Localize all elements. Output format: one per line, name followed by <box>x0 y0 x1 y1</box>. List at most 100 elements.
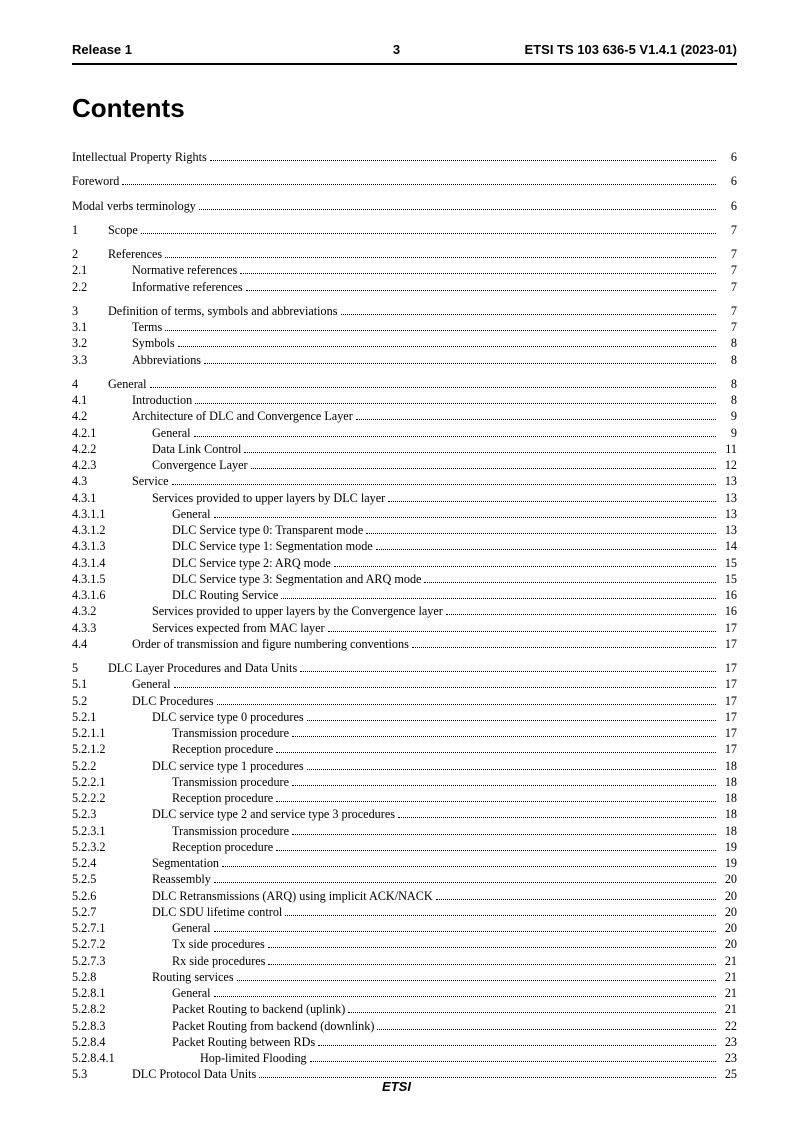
toc-leader <box>334 557 716 567</box>
toc-entry-title: DLC Retransmissions (ARQ) using implicit… <box>144 889 433 904</box>
toc-entry-page: 17 <box>719 742 737 757</box>
toc-entry-page: 16 <box>719 588 737 603</box>
toc-entry-title: Services provided to upper layers by DLC… <box>144 491 385 506</box>
toc-entry-page: 16 <box>719 604 737 619</box>
toc-entry-page: 19 <box>719 840 737 855</box>
toc-entry-number: 3.1 <box>72 320 132 335</box>
toc-entry: 4.3.3Services expected from MAC layer17 <box>72 621 737 636</box>
toc-entry: 3.1Terms7 <box>72 320 737 335</box>
toc-leader <box>165 248 716 258</box>
toc-leader <box>307 760 716 770</box>
toc-leader <box>268 939 716 949</box>
toc-entry-number: 5.2.8 <box>72 970 144 985</box>
toc-entry-page: 18 <box>719 759 737 774</box>
toc-entry-page: 18 <box>719 807 737 822</box>
toc-entry-number: 5.2.8.3 <box>72 1019 160 1034</box>
toc-entry-page: 17 <box>719 661 737 676</box>
toc-leader <box>424 573 716 583</box>
toc-entry-number: 5.2.3 <box>72 807 144 822</box>
toc-entry-number: 5.2.5 <box>72 872 144 887</box>
toc-entry: 5.2.8.1General21 <box>72 986 737 1001</box>
toc-entry-number: 1 <box>72 223 108 238</box>
toc-leader <box>214 508 716 518</box>
toc-entry-page: 8 <box>719 393 737 408</box>
toc-leader <box>222 857 716 867</box>
toc-entry-page: 6 <box>719 150 737 165</box>
toc-entry-number: 5.2.1 <box>72 710 144 725</box>
toc-entry-title: DLC service type 0 procedures <box>144 710 304 725</box>
toc-entry: 5.2.4Segmentation19 <box>72 856 737 871</box>
toc-entry-title: References <box>108 247 162 262</box>
toc-entry-title: DLC service type 1 procedures <box>144 759 304 774</box>
toc-entry-title: DLC Routing Service <box>160 588 278 603</box>
toc-entry-number: 4.3.1.3 <box>72 539 160 554</box>
toc-entry-number: 5.2.8.4 <box>72 1035 160 1050</box>
toc-entry-page: 15 <box>719 556 737 571</box>
toc-entry-number: 3.2 <box>72 336 132 351</box>
toc-leader <box>195 394 716 404</box>
toc-entry-number: 5.2.4 <box>72 856 144 871</box>
toc-leader <box>307 711 716 721</box>
toc-entry: 5.2.7.2Tx side procedures20 <box>72 937 737 952</box>
toc-leader <box>165 321 716 331</box>
toc-entry-title: DLC Service type 3: Segmentation and ARQ… <box>160 572 421 587</box>
toc-entry: 4.1Introduction8 <box>72 393 737 408</box>
toc-entry-title: Modal verbs terminology <box>72 199 196 214</box>
header-left: Release 1 <box>72 42 132 57</box>
toc-entry-page: 7 <box>719 320 737 335</box>
toc-entry-page: 20 <box>719 872 737 887</box>
toc-entry-page: 18 <box>719 824 737 839</box>
toc-leader <box>292 825 716 835</box>
toc-entry-title: Convergence Layer <box>144 458 248 473</box>
toc-entry-number: 4.2.3 <box>72 458 144 473</box>
toc-entry: 5.2.2.1Transmission procedure18 <box>72 775 737 790</box>
toc-leader <box>310 1052 716 1062</box>
toc-entry: 5.2.8Routing services21 <box>72 970 737 985</box>
toc-entry: 4.3.2Services provided to upper layers b… <box>72 604 737 619</box>
toc-entry-page: 23 <box>719 1035 737 1050</box>
toc-leader <box>348 1004 716 1014</box>
toc-entry-number: 4.3.1.2 <box>72 523 160 538</box>
toc-entry-title: Service <box>132 474 169 489</box>
toc-entry: 5.2.7.1General20 <box>72 921 737 936</box>
toc-leader <box>217 695 716 705</box>
toc-leader <box>214 874 716 884</box>
toc-entry: 5.2.7.3Rx side procedures21 <box>72 954 737 969</box>
toc-entry-title: Introduction <box>132 393 192 408</box>
toc-entry-number: 3 <box>72 304 108 319</box>
toc-entry-number: 5.2.1.1 <box>72 726 160 741</box>
toc-entry-number: 3.3 <box>72 353 132 368</box>
toc-entry-number: 5.2.1.2 <box>72 742 160 757</box>
toc-entry: 3Definition of terms, symbols and abbrev… <box>72 304 737 319</box>
toc-entry: 4.3.1Services provided to upper layers b… <box>72 491 737 506</box>
toc-entry-page: 21 <box>719 986 737 1001</box>
toc-entry-title: Packet Routing from backend (downlink) <box>160 1019 374 1034</box>
toc-leader <box>199 200 716 210</box>
toc-entry-number: 2.2 <box>72 280 132 295</box>
toc-entry-title: Hop-limited Flooding <box>176 1051 307 1066</box>
toc-leader <box>268 955 716 965</box>
toc-leader <box>436 890 716 900</box>
page-footer: ETSI <box>0 1079 793 1094</box>
toc-entry-page: 7 <box>719 263 737 278</box>
toc-leader <box>210 151 716 161</box>
toc-entry-title: Reception procedure <box>160 791 273 806</box>
toc-entry: 4.2.3Convergence Layer12 <box>72 458 737 473</box>
toc-entry: 5.2.2.2Reception procedure18 <box>72 791 737 806</box>
toc-entry: Foreword6 <box>72 174 737 189</box>
toc-entry-page: 20 <box>719 905 737 920</box>
toc-entry-title: Normative references <box>132 263 237 278</box>
toc-entry: 5.2.8.4.1Hop-limited Flooding23 <box>72 1051 737 1066</box>
toc-entry-page: 20 <box>719 921 737 936</box>
toc-entry-title: Data Link Control <box>144 442 241 457</box>
toc-leader <box>276 841 716 851</box>
toc-entry-number: 5.2.8.2 <box>72 1002 160 1017</box>
toc-entry: 5.2DLC Procedures17 <box>72 694 737 709</box>
toc-entry-page: 7 <box>719 247 737 262</box>
toc-entry: 5.1General17 <box>72 677 737 692</box>
toc-entry: 4.3.1.4DLC Service type 2: ARQ mode15 <box>72 556 737 571</box>
toc-leader <box>122 176 716 186</box>
toc-entry-number: 4.3 <box>72 474 132 489</box>
toc-leader <box>276 792 716 802</box>
toc-entry-title: Abbreviations <box>132 353 201 368</box>
